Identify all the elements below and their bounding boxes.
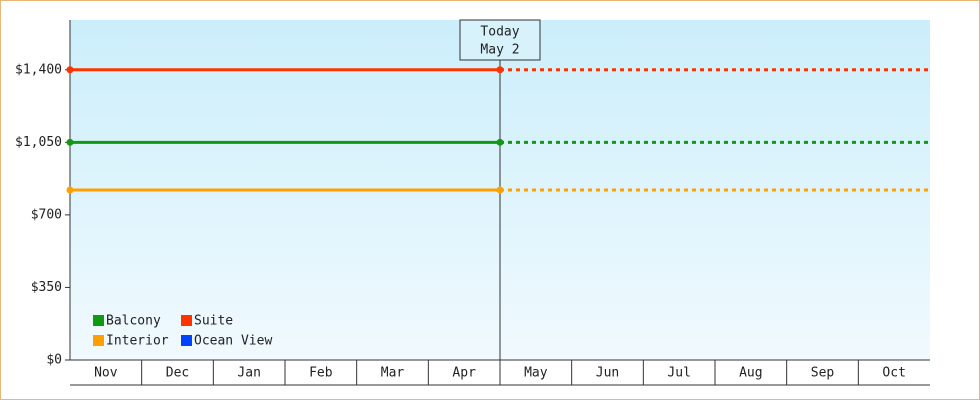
x-tick-label: Feb [309, 366, 333, 381]
point [66, 138, 74, 146]
x-tick-label: Sep [811, 366, 835, 381]
legend-swatch [181, 335, 192, 346]
y-tick-label: $700 [31, 207, 62, 222]
point [496, 138, 504, 146]
x-tick-label: Nov [94, 366, 118, 381]
x-tick-label: Jul [667, 366, 690, 381]
x-tick-label: May [524, 366, 548, 381]
point [66, 186, 74, 194]
x-tick-label: Apr [452, 366, 476, 381]
x-tick-label: Oct [882, 366, 905, 381]
y-tick-label: $0 [46, 353, 62, 368]
today-label: May 2 [480, 43, 519, 58]
legend-label: Ocean View [194, 334, 272, 349]
point [496, 66, 504, 74]
legend-label: Suite [194, 314, 233, 329]
point [496, 186, 504, 194]
legend-swatch [93, 335, 104, 346]
today-label: Today [480, 25, 519, 40]
x-tick-label: Dec [166, 366, 189, 381]
point [66, 66, 74, 74]
legend-swatch [181, 315, 192, 326]
today-box [459, 19, 541, 61]
y-tick-label: $350 [31, 280, 62, 295]
legend-swatch [93, 315, 104, 326]
x-tick-label: Aug [739, 366, 762, 381]
y-tick-label: $1,050 [15, 135, 62, 150]
x-tick-label: Jun [596, 366, 619, 381]
x-tick-label: Jan [237, 366, 260, 381]
y-tick-label: $1,400 [15, 62, 62, 77]
legend-label: Interior [106, 334, 169, 349]
legend-label: Balcony [106, 314, 161, 329]
x-tick-label: Mar [381, 366, 405, 381]
